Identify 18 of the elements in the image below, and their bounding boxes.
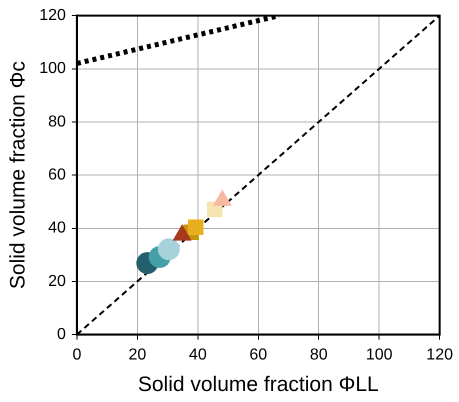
point	[188, 219, 204, 235]
x-tick-label: 20	[128, 346, 146, 364]
y-tick-label: 80	[48, 113, 66, 130]
x-tick-label: 120	[426, 346, 454, 364]
point	[158, 238, 180, 260]
x-tick-label: 80	[310, 346, 328, 364]
x-tick-label: 40	[188, 346, 207, 364]
y-tick-label: 20	[48, 272, 66, 290]
y-tick-label: 0	[56, 326, 66, 344]
y-axis-title: Solid volume fraction Φc	[6, 61, 30, 290]
y-tick-label: 100	[39, 60, 66, 78]
x-tick-label: 0	[72, 346, 82, 364]
y-tick-label: 40	[48, 220, 66, 237]
x-axis-title: Solid volume fraction ΦLL	[138, 373, 379, 396]
y-tick-label: 60	[48, 166, 66, 184]
x-tick-label: 60	[249, 346, 268, 364]
y-tick-label: 120	[39, 7, 66, 24]
x-tick-label: 100	[366, 346, 393, 364]
